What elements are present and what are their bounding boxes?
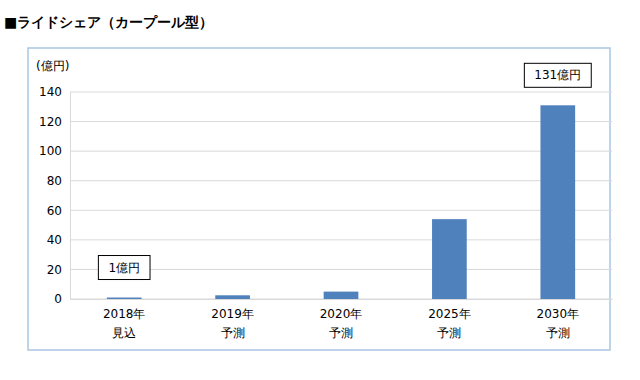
x-tick-label-line: 2019年: [211, 307, 254, 321]
data-label-text: 1億円: [108, 261, 140, 275]
x-tick-label: 2025年予測: [428, 307, 471, 340]
bar: [540, 105, 575, 299]
y-tick: 40: [47, 233, 70, 247]
x-tick-label-line: 予測: [329, 326, 353, 340]
data-label-box: [98, 256, 150, 280]
y-tick: 80: [47, 174, 70, 188]
grid-line: [70, 180, 612, 181]
data-label: 1億円: [98, 256, 150, 280]
x-tick-label: 2018年見込: [103, 307, 146, 340]
y-tick: 140: [39, 85, 70, 99]
x-tick-label: 2030年予測: [537, 307, 580, 340]
y-tick-label: 140: [39, 85, 62, 99]
y-tick-label: 60: [47, 204, 62, 218]
x-tick-label-line: 予測: [437, 326, 461, 340]
bar: [107, 298, 142, 299]
y-tick-label: 0: [54, 292, 62, 306]
grid: [70, 92, 612, 299]
y-tick: 20: [47, 263, 70, 277]
y-tick-label: 100: [39, 144, 62, 158]
y-tick-label: 80: [47, 174, 62, 188]
chart: ■ライドシェア（カープール型） (億円) 0 20 40 60 80 100 120 140 201…: [0, 0, 640, 380]
grid-line: [70, 269, 612, 270]
x-tick: 2030年予測: [537, 299, 580, 340]
y-tick-label: 40: [47, 233, 62, 247]
data-label-text: 131億円: [534, 68, 581, 82]
y-tick: 120: [39, 115, 70, 129]
y-axis-line: [70, 93, 71, 300]
x-tick-label: 2020年予測: [320, 307, 363, 340]
y-axis-title: (億円): [36, 59, 69, 73]
x-tick-label-line: 見込: [112, 326, 136, 340]
chart-title: ■ライドシェア（カープール型）: [4, 14, 213, 30]
x-axis-line: [71, 299, 613, 300]
y-tick: 0: [54, 292, 70, 306]
data-label-box: [524, 63, 591, 87]
data-label: 131億円: [524, 63, 591, 87]
x-tick: 2019年予測: [211, 299, 254, 340]
bar: [324, 292, 359, 299]
grid-line: [70, 239, 612, 240]
bar: [432, 219, 467, 299]
x-tick-label: 2019年予測: [211, 307, 254, 340]
x-tick-label-line: 予測: [221, 326, 245, 340]
grid-line: [70, 151, 612, 152]
grid-line: [70, 210, 612, 211]
x-tick: 2018年見込: [103, 299, 146, 340]
x-tick-label-line: 予測: [546, 326, 570, 340]
x-tick: 2020年予測: [320, 299, 363, 340]
x-tick: 2025年予測: [428, 299, 471, 340]
x-tick-label-line: 2025年: [428, 307, 471, 321]
y-tick-label: 20: [47, 263, 62, 277]
bar: [215, 295, 250, 299]
x-tick-label-line: 2020年: [320, 307, 363, 321]
x-tick-label-line: 2018年: [103, 307, 146, 321]
x-axis: 2018年見込2019年予測2020年予測2025年予測2030年予測: [71, 299, 613, 340]
grid-line: [70, 121, 612, 122]
data-labels: 1億円 131億円: [98, 63, 591, 279]
bars: [107, 105, 575, 299]
y-axis: 0 20 40 60 80 100 120 140: [39, 85, 70, 306]
y-tick: 100: [39, 144, 70, 158]
chart-frame: [28, 48, 610, 350]
x-tick-label-line: 2030年: [537, 307, 580, 321]
grid-line: [70, 92, 612, 93]
y-tick-label: 120: [39, 115, 62, 129]
y-tick: 60: [47, 204, 70, 218]
